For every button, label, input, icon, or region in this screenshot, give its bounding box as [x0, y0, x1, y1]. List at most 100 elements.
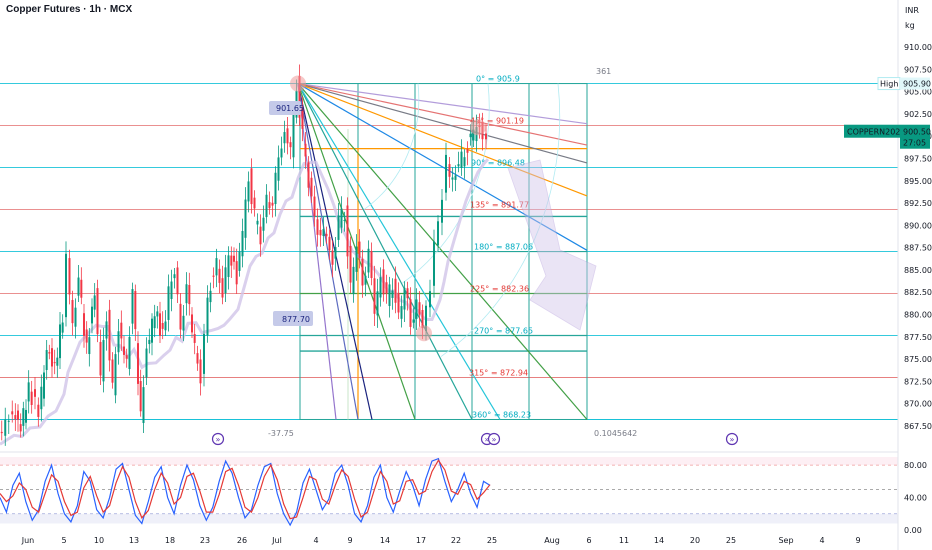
candle-body — [421, 309, 424, 329]
time-tick-label-2: 10 — [94, 536, 104, 545]
candle-body — [241, 230, 244, 257]
last-price-symbol: COPPERN2025 — [847, 128, 906, 137]
candle-body — [253, 197, 256, 209]
candle-body — [179, 303, 182, 330]
candle-body — [337, 215, 340, 240]
price-tick-label-14: 875.00 — [904, 355, 932, 364]
candle-body — [238, 251, 241, 271]
projection-arrow — [507, 159, 597, 331]
candle-body — [457, 164, 460, 167]
time-axis: Jun 5 10 13 18 23 26 Jul 4 9 14 17 22 25 Aug 6 11 14 20 25 S… — [21, 536, 861, 545]
candle-body — [244, 199, 247, 238]
candle-body — [193, 334, 196, 343]
currency-label: INR — [905, 6, 919, 15]
candle-body — [397, 292, 400, 313]
candle-body — [153, 316, 156, 329]
candle-body — [265, 194, 268, 218]
candle-body — [310, 177, 313, 197]
candle-body — [227, 255, 230, 277]
candle-body — [77, 277, 80, 296]
candle-body — [292, 110, 295, 158]
high-badge-label: High — [880, 80, 898, 89]
time-tick-label-19: 25 — [726, 536, 736, 545]
candle-body — [364, 275, 367, 285]
candle-body — [159, 313, 161, 336]
candle-body — [221, 278, 224, 298]
candle-body — [111, 359, 114, 383]
candle-body — [277, 157, 280, 181]
candle-body — [379, 277, 382, 298]
high-badge-value: 905.90 — [903, 80, 931, 89]
candle-body — [105, 321, 108, 339]
last-price-value: 900.50 — [903, 128, 931, 137]
gann-level-label-1: 45° = 901.19 — [470, 117, 524, 126]
time-tick-label-6: 26 — [237, 536, 247, 545]
candle-body — [283, 132, 286, 144]
price-tick-label-15: 872.50 — [904, 377, 932, 386]
candle-body — [0, 431, 3, 434]
candle-body — [40, 386, 43, 410]
candle-body — [161, 323, 164, 329]
candle-body — [182, 315, 185, 331]
candle-body — [151, 318, 153, 343]
swing-low-label: 877.70 — [282, 315, 310, 324]
gann-fan-line-11 — [297, 83, 501, 420]
candle-body — [48, 352, 51, 354]
gann-level-label-2: 90° = 896.48 — [471, 159, 525, 168]
candle-body — [433, 241, 435, 286]
candle-body — [268, 202, 271, 209]
gann-level-label-4: 180° = 887.06 — [474, 243, 533, 252]
candle-body — [102, 340, 105, 382]
candle-body — [215, 258, 218, 276]
candle-body — [301, 108, 304, 129]
price-tick-label-9: 887.50 — [904, 244, 932, 253]
candle-body — [4, 419, 7, 436]
candle-body — [167, 286, 170, 320]
last-price-box — [900, 124, 930, 149]
price-tick-label-7: 892.50 — [904, 199, 932, 208]
candle-body — [125, 355, 128, 359]
candle-body — [99, 341, 102, 376]
candle-body — [352, 266, 355, 295]
time-tick-label-4: 18 — [165, 536, 175, 545]
candle-body — [199, 359, 202, 384]
gann-level-label-5: 225° = 882.36 — [470, 284, 529, 293]
candle-body — [361, 258, 364, 286]
pivot-high-marker — [290, 75, 306, 92]
price-tick-label-10: 885.00 — [904, 266, 932, 275]
gann-fan-line-3 — [297, 83, 588, 197]
candle-body — [466, 149, 469, 153]
price-tick-label-1: 907.50 — [904, 65, 932, 74]
candle-body — [203, 333, 205, 374]
candle-body — [191, 314, 193, 333]
candle-body — [233, 255, 235, 262]
box-left-number: -37.75 — [268, 429, 294, 438]
candle-body — [88, 337, 91, 355]
gann-fan-line-6 — [297, 83, 473, 420]
last-price-countdown: 27:05 — [903, 139, 926, 148]
candle-body — [322, 229, 325, 237]
candle-body — [406, 288, 409, 299]
candle-body — [307, 162, 310, 188]
candle-body — [59, 324, 61, 359]
candle-body — [355, 246, 358, 272]
price-tick-label-13: 877.50 — [904, 333, 932, 342]
time-tick-label-8: 4 — [313, 536, 318, 545]
time-tick-label-12: 22 — [451, 536, 461, 545]
candle-body — [376, 291, 379, 316]
candle-body — [259, 226, 262, 245]
gann-fan-line-0 — [297, 82, 588, 125]
gann-arc-0 — [363, 83, 420, 210]
candle-body — [108, 309, 111, 361]
event-marker-0 — [211, 432, 225, 446]
candle-body — [74, 307, 77, 327]
oscillator-pane: 80.00 40.00 0.00 — [0, 451, 927, 535]
gann-level-label-6: 270° = 877.65 — [474, 326, 533, 335]
time-tick-label-9: 9 — [347, 536, 352, 545]
gann-level-label-7: 315° = 872.94 — [469, 368, 528, 377]
candle-body — [250, 168, 253, 205]
candle-body — [391, 290, 394, 298]
candle-body — [370, 250, 373, 279]
candle-body — [313, 196, 316, 217]
